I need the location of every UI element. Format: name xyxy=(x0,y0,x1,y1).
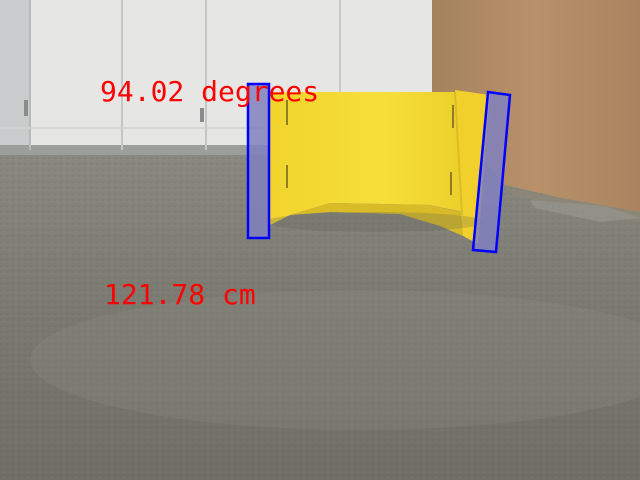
yellow-target xyxy=(270,92,462,225)
distance-readout: 121.78 cm xyxy=(104,278,256,311)
angle-readout: 94.02 degrees xyxy=(100,75,320,108)
right-detection-box xyxy=(471,90,512,254)
left-detection-box xyxy=(246,82,271,240)
